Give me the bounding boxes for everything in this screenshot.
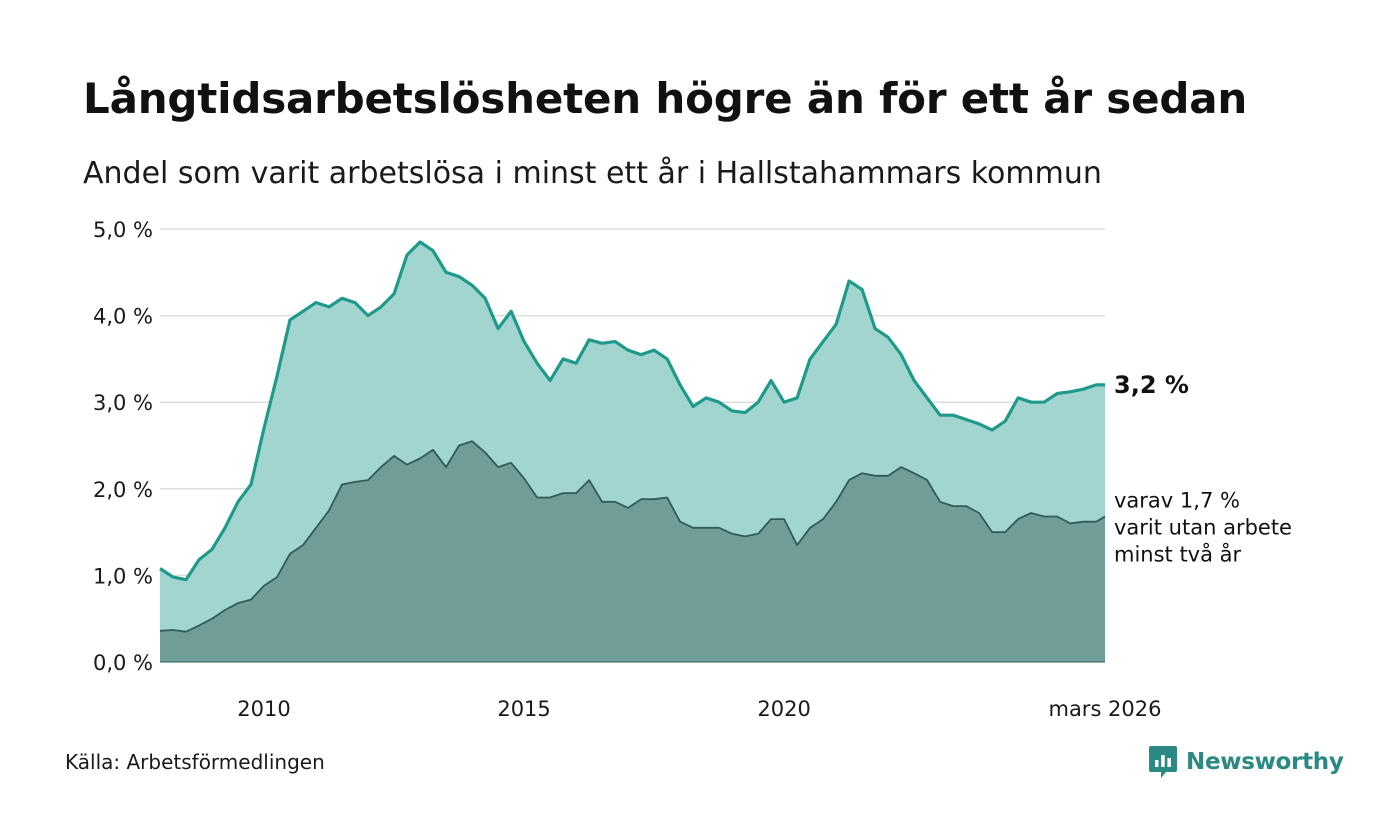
brand-logo[interactable]: Newsworthy xyxy=(1148,744,1344,780)
source-note: Källa: Arbetsförmedlingen xyxy=(65,750,325,774)
end-label-long-term: 3,2 % xyxy=(1114,371,1189,399)
y-tick-label: 1,0 % xyxy=(93,564,153,588)
y-tick-label: 4,0 % xyxy=(93,305,153,329)
x-tick-label: 2020 xyxy=(757,697,810,721)
newsworthy-logo-icon xyxy=(1149,746,1177,778)
chart-subtitle: Andel som varit arbetslösa i minst ett å… xyxy=(83,156,1102,191)
x-axis-tick-labels: 2010 2015 2020 mars 2026 xyxy=(237,697,1161,721)
end-label-two-year-line-1: varav 1,7 % xyxy=(1114,489,1240,513)
y-tick-label: 2,0 % xyxy=(93,478,153,502)
x-tick-label: 2015 xyxy=(497,697,550,721)
y-tick-label: 5,0 % xyxy=(93,218,153,242)
line-very-long-term-unemployed xyxy=(159,440,1106,633)
line-long-term-unemployed xyxy=(159,240,1105,582)
y-tick-label: 3,0 % xyxy=(93,391,153,415)
end-label-two-year-line-3: minst två år xyxy=(1114,542,1242,567)
x-tick-label: 2010 xyxy=(237,697,290,721)
end-label-two-year-line-2: varit utan arbete xyxy=(1114,516,1292,540)
x-tick-label: mars 2026 xyxy=(1048,697,1161,721)
y-axis-tick-labels: 0,0 % 1,0 % 2,0 % 3,0 % 4,0 % 5,0 % xyxy=(93,218,153,675)
area-very-long-term-unemployed xyxy=(160,441,1105,662)
brand-name: Newsworthy xyxy=(1186,749,1344,775)
y-tick-label: 0,0 % xyxy=(93,651,153,675)
chart-title: Långtidsarbetslösheten högre än för ett … xyxy=(83,74,1248,123)
